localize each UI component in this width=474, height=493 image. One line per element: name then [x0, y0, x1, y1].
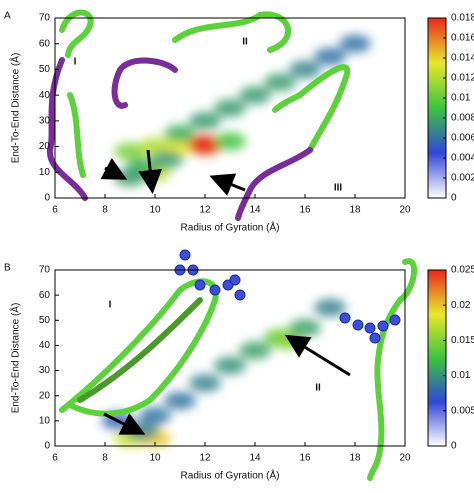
x-tick-label: 8 [102, 453, 108, 464]
colorbar-tick-label: 0.012 [451, 73, 474, 84]
y-tick-label: 0 [44, 193, 50, 204]
x-tick-label: 18 [349, 205, 361, 216]
y-tick-label: 70 [39, 13, 51, 24]
colorbar-tick-label: 0.004 [451, 153, 474, 164]
density-blob [189, 135, 221, 153]
density-blob [214, 356, 246, 375]
colorbar-tick-label: 0.025 [451, 265, 474, 276]
density-blob [114, 168, 146, 187]
colorbar-tick-label: 0.006 [451, 133, 474, 144]
density-blob [314, 298, 346, 317]
y-tick-label: 50 [39, 315, 51, 326]
density-map [114, 34, 371, 187]
colorbar-tick-label: 0.01 [451, 370, 471, 381]
x-tick-label: 10 [149, 205, 161, 216]
y-tick-label: 60 [39, 38, 51, 49]
x-tick-label: 6 [52, 453, 58, 464]
density-blob [239, 86, 271, 105]
density-blob [214, 132, 246, 151]
colorbar-tick-label: 0.02 [451, 300, 471, 311]
colorbar [427, 17, 447, 199]
density-blob [151, 150, 184, 169]
colorbar [427, 269, 447, 447]
y-tick-label: 70 [39, 265, 51, 276]
density-blob [214, 99, 246, 117]
x-tick-label: 14 [249, 205, 261, 216]
arrows [100, 149, 351, 435]
x-tick-label: 8 [102, 205, 108, 216]
density-blob [239, 341, 271, 360]
density-blob [314, 47, 346, 66]
annotation: II [315, 383, 321, 394]
y-tick-label: 0 [44, 441, 50, 452]
y-axis-label: End-To-End Distance (Å) [9, 53, 22, 164]
colorbar-tick-label: 0.002 [451, 173, 474, 184]
y-tick-label: 10 [39, 167, 51, 178]
x-tick-label: 18 [349, 453, 361, 464]
colorbar-tick-label: 0 [451, 441, 457, 452]
density-blob [164, 391, 196, 410]
colorbar-tick-label: 0.018 [451, 13, 474, 24]
colorbar-tick-label: 0.016 [451, 33, 474, 44]
x-axis-label: Radius of Gyration (Å) [181, 221, 280, 234]
annotation: III [334, 183, 343, 194]
y-axis-label: End-To-End Distance (Å) [9, 303, 22, 414]
colorbar-tick-label: 0.014 [451, 53, 474, 64]
annotation: I [74, 57, 77, 68]
colorbar-tick-label: 0 [451, 193, 457, 204]
x-tick-label: 20 [399, 453, 411, 464]
x-tick-label: 20 [399, 205, 411, 216]
density-blob [289, 318, 321, 337]
x-tick-label: 12 [199, 453, 211, 464]
y-tick-label: 60 [39, 290, 51, 301]
density-blob [164, 124, 196, 143]
density-blob [289, 60, 321, 79]
density-blob [139, 406, 171, 425]
density-map [101, 298, 346, 448]
density-blob [114, 142, 146, 161]
x-tick-label: 16 [299, 453, 311, 464]
y-tick-label: 30 [39, 115, 51, 126]
y-tick-label: 10 [39, 415, 51, 426]
x-axis-label: Radius of Gyration (Å) [181, 469, 280, 482]
density-blob [189, 374, 221, 393]
ribbon-illustrations [46, 9, 418, 481]
annotation: II [242, 37, 248, 48]
plot-frame [54, 17, 406, 199]
x-tick-label: 12 [199, 205, 211, 216]
y-tick-label: 50 [39, 64, 51, 75]
colorbar-tick-label: 0.015 [451, 335, 474, 346]
colorbar-tick-label: 0.005 [451, 405, 474, 416]
y-tick-label: 40 [39, 90, 51, 101]
colorbar-tick-label: 0.01 [451, 93, 471, 104]
panel-label: B [4, 263, 11, 274]
density-blob [264, 73, 296, 92]
plot-frame [54, 269, 406, 447]
annotation: I [109, 300, 112, 311]
density-blob [189, 111, 221, 130]
y-tick-label: 20 [39, 141, 51, 152]
x-tick-label: 10 [149, 453, 161, 464]
density-blob [339, 34, 371, 53]
x-tick-label: 14 [249, 453, 261, 464]
y-tick-label: 40 [39, 340, 51, 351]
x-tick-label: 16 [299, 205, 311, 216]
x-tick-label: 6 [52, 205, 58, 216]
colorbar-tick-label: 0.008 [451, 113, 474, 124]
panel-label: A [4, 11, 11, 22]
y-tick-label: 20 [39, 390, 51, 401]
y-tick-label: 30 [39, 365, 51, 376]
